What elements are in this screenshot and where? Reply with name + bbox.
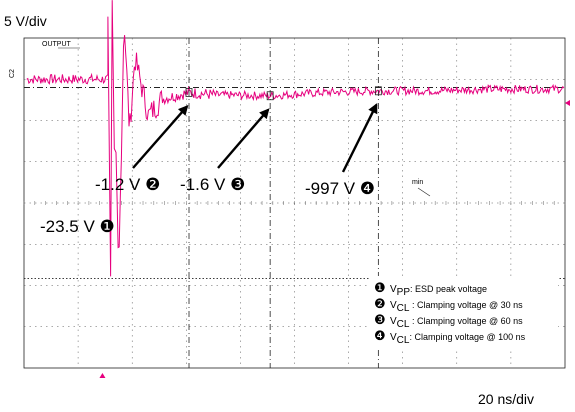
annotation-label: -1.2 V ❷ xyxy=(95,175,160,194)
output-label: OUTPUT xyxy=(42,41,72,48)
right-marker xyxy=(565,100,570,106)
annotations: -1.2 V ❷ -1.6 V ❸ -997 V ❹ -23.5 V ❶ xyxy=(40,103,378,236)
measurement-marker xyxy=(185,88,193,97)
channel-label: C2 xyxy=(9,69,16,78)
measurement-marker xyxy=(374,86,382,96)
reference-lines xyxy=(24,47,570,378)
trace-group xyxy=(26,0,565,277)
min-label: min xyxy=(412,179,423,186)
annotation-arrowhead xyxy=(259,108,270,120)
annotation-label: -1.6 V ❸ xyxy=(180,175,245,194)
y-scale-label: 5 V/div xyxy=(4,13,47,29)
annotation-arrow xyxy=(132,105,188,169)
legend-entry: VPP: ESD peak voltage xyxy=(390,284,487,298)
legend-marker: ❶ xyxy=(374,280,386,295)
legend: ❶ VPP: ESD peak voltage ❷ VCL : Clamping vo… xyxy=(370,276,558,350)
trigger-marker xyxy=(99,373,106,378)
trace-line xyxy=(26,0,565,277)
annotation-arrow xyxy=(217,108,270,169)
annotation-label: -23.5 V ❶ xyxy=(40,217,115,236)
annotation-arrowhead xyxy=(368,103,378,115)
x-scale-label: 20 ns/div xyxy=(478,391,534,407)
legend-marker: ❷ xyxy=(374,296,386,311)
legend-entry: VCL : Clamping voltage @ 30 ns xyxy=(390,300,523,314)
measurement-marker xyxy=(266,91,274,101)
min-leader xyxy=(417,187,431,197)
legend-entry: VCL: Clamping voltage @ 100 ns xyxy=(390,332,526,346)
annotation-arrowhead xyxy=(177,104,189,116)
legend-box xyxy=(370,276,558,350)
annotation-label: -997 V ❹ xyxy=(305,179,375,198)
legend-marker: ❸ xyxy=(374,312,386,327)
annotation-arrow xyxy=(341,104,378,173)
legend-marker: ❹ xyxy=(374,328,386,343)
legend-entry: VCL : Clamping voltage @ 60 ns xyxy=(390,316,523,330)
